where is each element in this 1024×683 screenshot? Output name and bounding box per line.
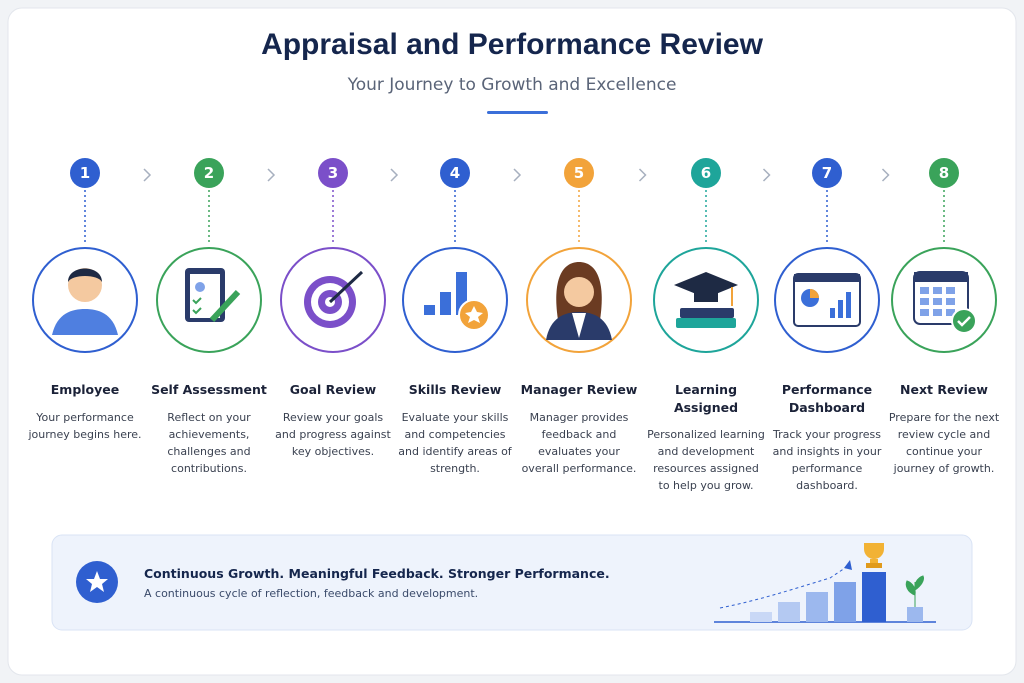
step-badge xyxy=(929,158,959,188)
check-bg xyxy=(951,308,977,334)
step-number: 8 xyxy=(938,164,950,182)
day xyxy=(933,298,942,305)
cap xyxy=(674,272,738,298)
growth-graphic xyxy=(714,543,936,623)
step-title: Goal Review xyxy=(289,382,377,397)
step-description: Track your progress and insights in your… xyxy=(772,428,882,492)
step-badge xyxy=(691,158,721,188)
step-circle xyxy=(402,247,508,353)
chevron xyxy=(638,168,647,182)
book xyxy=(680,308,734,318)
book xyxy=(676,318,736,328)
step-icon xyxy=(674,272,738,328)
step-icon xyxy=(185,268,241,323)
day xyxy=(946,298,955,305)
chevron xyxy=(881,168,890,182)
banner-text: A continuous cycle of reflection, feedba… xyxy=(144,587,479,600)
bar xyxy=(830,308,835,318)
step-badge xyxy=(70,158,100,188)
step-description: Review your goals and progress against k… xyxy=(275,411,391,458)
check xyxy=(957,316,971,327)
step-icon xyxy=(304,270,364,328)
day xyxy=(920,287,929,294)
day xyxy=(920,309,929,316)
star xyxy=(465,306,483,323)
hair xyxy=(68,268,102,282)
bar xyxy=(456,272,467,315)
bar xyxy=(424,305,435,315)
step-icon xyxy=(424,272,490,331)
step-description: Manager provides feedback and evaluates … xyxy=(521,411,637,475)
chevron xyxy=(762,168,771,182)
step-number: 6 xyxy=(700,164,712,182)
step-number: 5 xyxy=(573,164,585,182)
chevron xyxy=(267,168,276,182)
day xyxy=(946,309,955,316)
banner-box xyxy=(51,534,973,631)
star xyxy=(86,571,108,592)
step-title: Skills Review xyxy=(408,382,502,397)
step-description: Prepare for the next review cycle and co… xyxy=(888,411,1000,475)
day xyxy=(933,309,942,316)
step-icon xyxy=(913,271,977,334)
banner-headline: Continuous Growth. Meaningful Feedback. … xyxy=(144,566,610,581)
step-description: Evaluate your skills and competencies an… xyxy=(398,411,512,475)
chevron xyxy=(390,168,399,182)
step-badge xyxy=(318,158,348,188)
step-title: Manager Review xyxy=(520,382,638,397)
bar xyxy=(440,292,451,315)
face xyxy=(564,277,594,307)
step-number: 2 xyxy=(203,164,215,182)
chevron xyxy=(143,168,152,182)
step-badge xyxy=(564,158,594,188)
card xyxy=(7,7,1017,676)
topbar xyxy=(794,274,860,282)
step-title: Self Assessment xyxy=(151,382,267,397)
title: Appraisal and Performance Review xyxy=(261,28,763,61)
step-badge xyxy=(440,158,470,188)
step-number: 7 xyxy=(821,164,833,182)
cap-base xyxy=(694,290,718,302)
underline xyxy=(487,111,548,114)
step-title: Learning Assigned xyxy=(673,382,739,415)
cal-top xyxy=(914,272,968,282)
bar xyxy=(846,292,851,318)
subtitle: Your Journey to Growth and Excellence xyxy=(347,75,677,95)
shirt xyxy=(52,309,118,335)
step-icon xyxy=(793,273,861,327)
checks xyxy=(192,297,202,315)
shirt xyxy=(572,313,586,338)
pencil xyxy=(209,289,241,323)
step-number: 1 xyxy=(79,164,91,182)
step-icon xyxy=(546,262,612,340)
step-description: Your performance journey begins here. xyxy=(28,411,142,441)
step-number: 4 xyxy=(449,164,461,182)
step-title: Next Review xyxy=(900,382,988,397)
step-title: Employee xyxy=(50,382,120,397)
bar xyxy=(838,300,843,318)
step-badge xyxy=(812,158,842,188)
slice xyxy=(810,289,819,298)
step-badge xyxy=(194,158,224,188)
step-number: 3 xyxy=(327,164,339,182)
chevron xyxy=(513,168,522,182)
day xyxy=(933,287,942,294)
step-icon xyxy=(52,268,118,335)
step-title: Performance Dashboard xyxy=(781,382,873,415)
step-description: Reflect on your achievements, challenges… xyxy=(167,411,251,475)
step-description: Personalized learning and development re… xyxy=(647,428,765,492)
avatar xyxy=(195,282,205,292)
day xyxy=(946,287,955,294)
day xyxy=(920,298,929,305)
arrow xyxy=(328,270,364,304)
